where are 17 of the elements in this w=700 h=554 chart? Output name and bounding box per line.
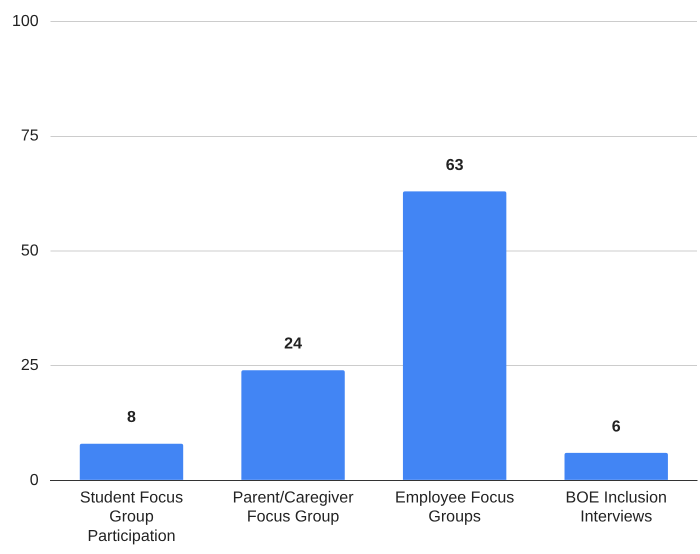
x-tick-label: Student Focus Group Participation	[80, 489, 184, 545]
bar	[564, 452, 668, 480]
data-label: 6	[612, 418, 621, 436]
y-tick-label: 0	[30, 472, 39, 489]
data-label: 8	[127, 409, 136, 426]
y-tick-label: 50	[20, 242, 39, 260]
x-tick-label: Employee Focus Groups	[395, 489, 514, 526]
x-tick-label: BOE Inclusion Interviews	[566, 489, 667, 526]
x-tick-label: Parent/Caregiver Focus Group	[232, 489, 354, 526]
bar	[241, 370, 345, 480]
y-tick-label: 25	[20, 357, 39, 374]
data-label: 63	[446, 156, 464, 174]
bar	[80, 444, 184, 480]
y-tick-label: 100	[12, 13, 39, 30]
bar	[402, 191, 506, 480]
data-label: 24	[284, 336, 302, 353]
y-tick-label: 75	[20, 128, 39, 145]
